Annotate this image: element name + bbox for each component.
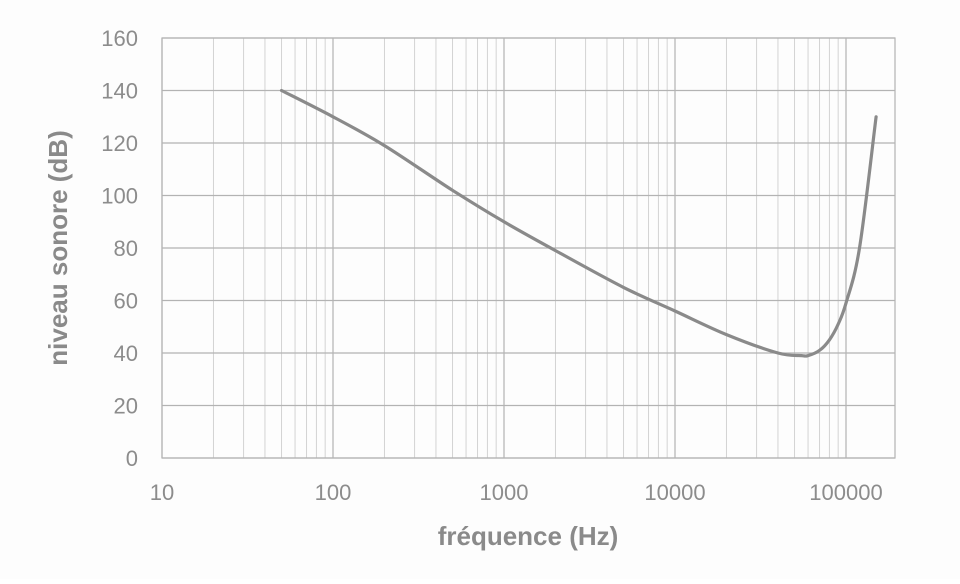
y-tick-label: 120 xyxy=(101,131,138,156)
plot-frame xyxy=(161,37,896,459)
x-tick-labels: 10 100 1000 10000 100000 xyxy=(150,480,883,505)
x-axis-title: fréquence (Hz) xyxy=(438,521,619,551)
y-tick-label: 0 xyxy=(126,446,138,471)
series-line xyxy=(279,88,878,358)
x-tick-label: 100 xyxy=(315,480,352,505)
y-tick-label: 140 xyxy=(101,79,138,104)
x-tick-label: 1000 xyxy=(480,480,529,505)
grid xyxy=(161,37,895,459)
series-layer xyxy=(279,88,878,358)
y-tick-label: 160 xyxy=(101,26,138,51)
x-tick-label: 10 xyxy=(150,480,174,505)
x-tick-label: 10000 xyxy=(644,480,705,505)
plot-border xyxy=(161,37,896,459)
y-tick-label: 40 xyxy=(114,341,138,366)
x-tick-label: 100000 xyxy=(809,480,882,505)
y-axis-title: niveau sonore (dB) xyxy=(43,130,73,365)
y-tick-label: 20 xyxy=(114,394,138,419)
y-tick-labels: 0 20 40 60 80 100 120 140 160 xyxy=(101,26,138,471)
y-tick-label: 100 xyxy=(101,184,138,209)
y-tick-label: 60 xyxy=(114,289,138,314)
y-tick-label: 80 xyxy=(114,236,138,261)
